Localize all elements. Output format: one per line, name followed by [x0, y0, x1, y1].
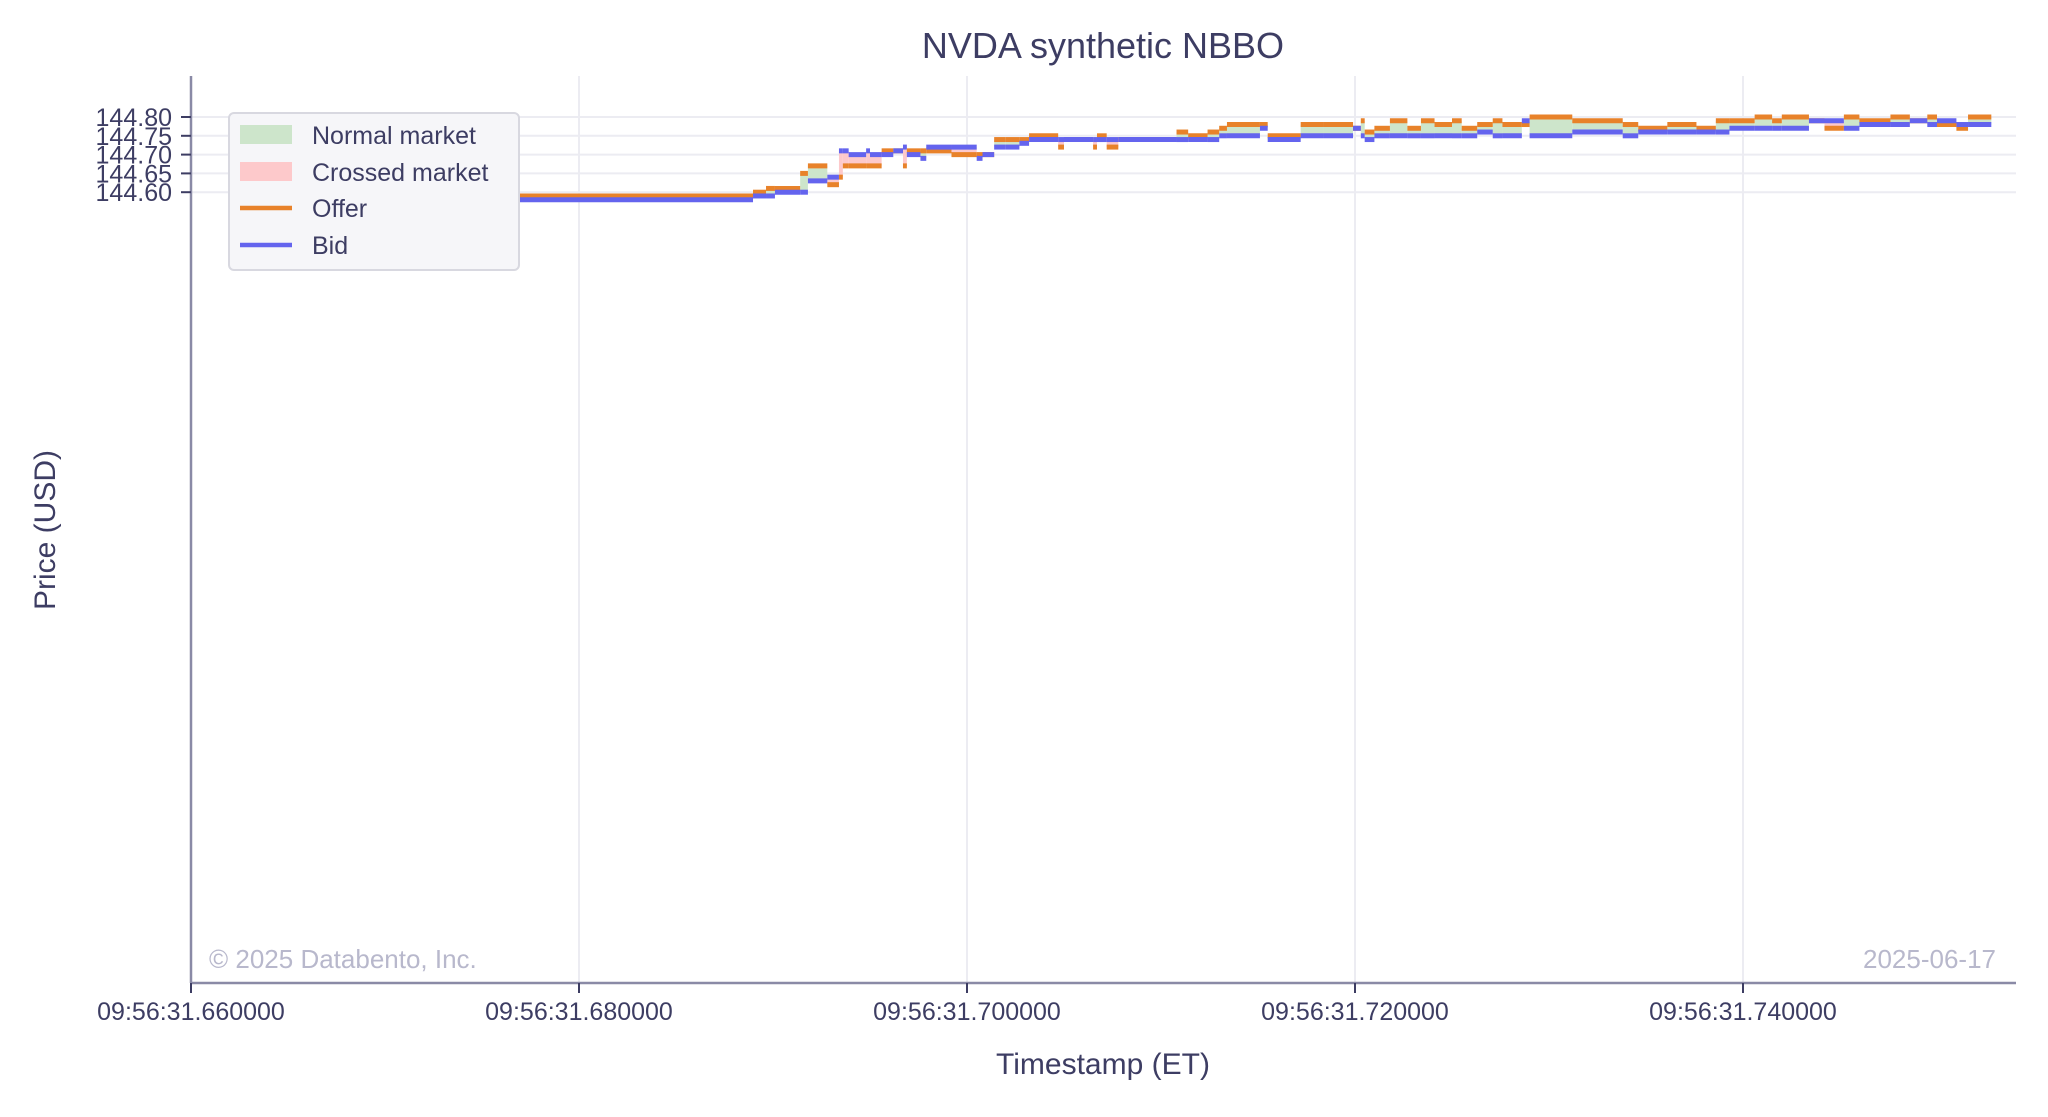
- normal-market-band: [1622, 124, 1639, 136]
- y-tick-label: 144.75: [96, 123, 172, 151]
- normal-market-band: [1005, 139, 1020, 148]
- y-tick-label: 144.70: [96, 142, 172, 170]
- normal-market-band: [1407, 128, 1421, 136]
- normal-market-band: [1572, 120, 1623, 133]
- normal-market-band: [1781, 117, 1809, 129]
- normal-market-band: [1529, 117, 1573, 136]
- chart-title: NVDA synthetic NBBO: [922, 25, 1284, 66]
- crossed-market-band: [951, 147, 977, 155]
- normal-market-band: [1374, 128, 1390, 136]
- normal-market-band: [1226, 124, 1260, 136]
- normal-market-band: [1207, 132, 1220, 140]
- copyright-watermark: © 2025 Databento, Inc.: [209, 944, 477, 974]
- normal-market-band: [1968, 117, 1992, 125]
- legend-bid-label: Bid: [312, 232, 348, 260]
- crossed-market-band: [1058, 139, 1064, 148]
- x-tick-label: 09:56:31.700000: [873, 998, 1061, 1026]
- y-tick-label: 144.80: [96, 104, 172, 132]
- x-axis-label: Timestamp (ET): [996, 1048, 1210, 1081]
- quote-lines: [274, 114, 1992, 203]
- normal-market-band: [1502, 124, 1522, 136]
- date-watermark: 2025-06-17: [1863, 944, 1996, 974]
- crossed-market-band: [902, 147, 907, 166]
- normal-market-band: [1729, 120, 1755, 129]
- normal-market-band: [1772, 120, 1782, 129]
- normal-market-band: [1492, 120, 1503, 136]
- legend-box: [228, 112, 520, 271]
- normal-market-band: [1843, 117, 1860, 129]
- crossed-market-band: [1106, 139, 1119, 148]
- crossed-market-band: [842, 150, 849, 166]
- normal-market-band: [1461, 128, 1478, 136]
- normal-market-band: [920, 150, 927, 159]
- y-axis-label: Price (USD): [29, 450, 62, 610]
- normal-market-band: [800, 173, 808, 193]
- normal-market-band: [1754, 117, 1773, 129]
- legend-normal-swatch: [240, 125, 292, 144]
- normal-market-band: [1219, 128, 1227, 136]
- normal-market-band: [994, 139, 1006, 148]
- x-axis-ticks: 09:56:31.660000 09:56:31.680000 09:56:31.7…: [97, 983, 1837, 1026]
- y-tick-label: 144.60: [96, 179, 172, 207]
- x-tick-label: 09:56:31.680000: [485, 998, 673, 1026]
- normal-market-band: [766, 188, 775, 196]
- legend: Normal market Crossed market Offer Bid: [228, 112, 520, 271]
- normal-market-band: [1715, 120, 1730, 133]
- legend-normal-label: Normal market: [312, 122, 476, 150]
- crossed-market-band: [1093, 139, 1097, 148]
- normal-market-band: [1477, 124, 1493, 133]
- normal-market-band: [807, 165, 828, 181]
- x-tick-label: 09:56:31.660000: [97, 998, 285, 1026]
- normal-market-band: [1667, 124, 1697, 133]
- legend-crossed-swatch: [240, 162, 292, 181]
- legend-crossed-label: Crossed market: [312, 159, 488, 187]
- normal-market-band: [1890, 117, 1910, 125]
- y-tick-label: 144.65: [96, 160, 172, 188]
- normal-market-band: [1434, 124, 1452, 136]
- legend-offer-label: Offer: [312, 195, 367, 223]
- crossed-market-band: [838, 150, 843, 178]
- x-tick-label: 09:56:31.720000: [1261, 998, 1449, 1026]
- x-tick-label: 09:56:31.740000: [1649, 998, 1837, 1026]
- normal-market-band: [1389, 120, 1408, 136]
- normal-market-band: [1176, 132, 1189, 140]
- crossed-market-band: [827, 177, 839, 185]
- crossed-market-band: [848, 154, 867, 166]
- crossed-market-band: [870, 154, 882, 166]
- normal-market-band: [1364, 132, 1375, 140]
- crossed-market-band: [866, 150, 870, 166]
- normal-market-band: [1452, 120, 1462, 136]
- crossed-market-band: [1824, 120, 1844, 129]
- normal-market-band: [1360, 120, 1365, 136]
- normal-market-band: [1300, 124, 1324, 136]
- normal-market-band: [1927, 117, 1937, 125]
- normal-market-band: [1323, 124, 1354, 136]
- normal-market-band: [1420, 120, 1435, 136]
